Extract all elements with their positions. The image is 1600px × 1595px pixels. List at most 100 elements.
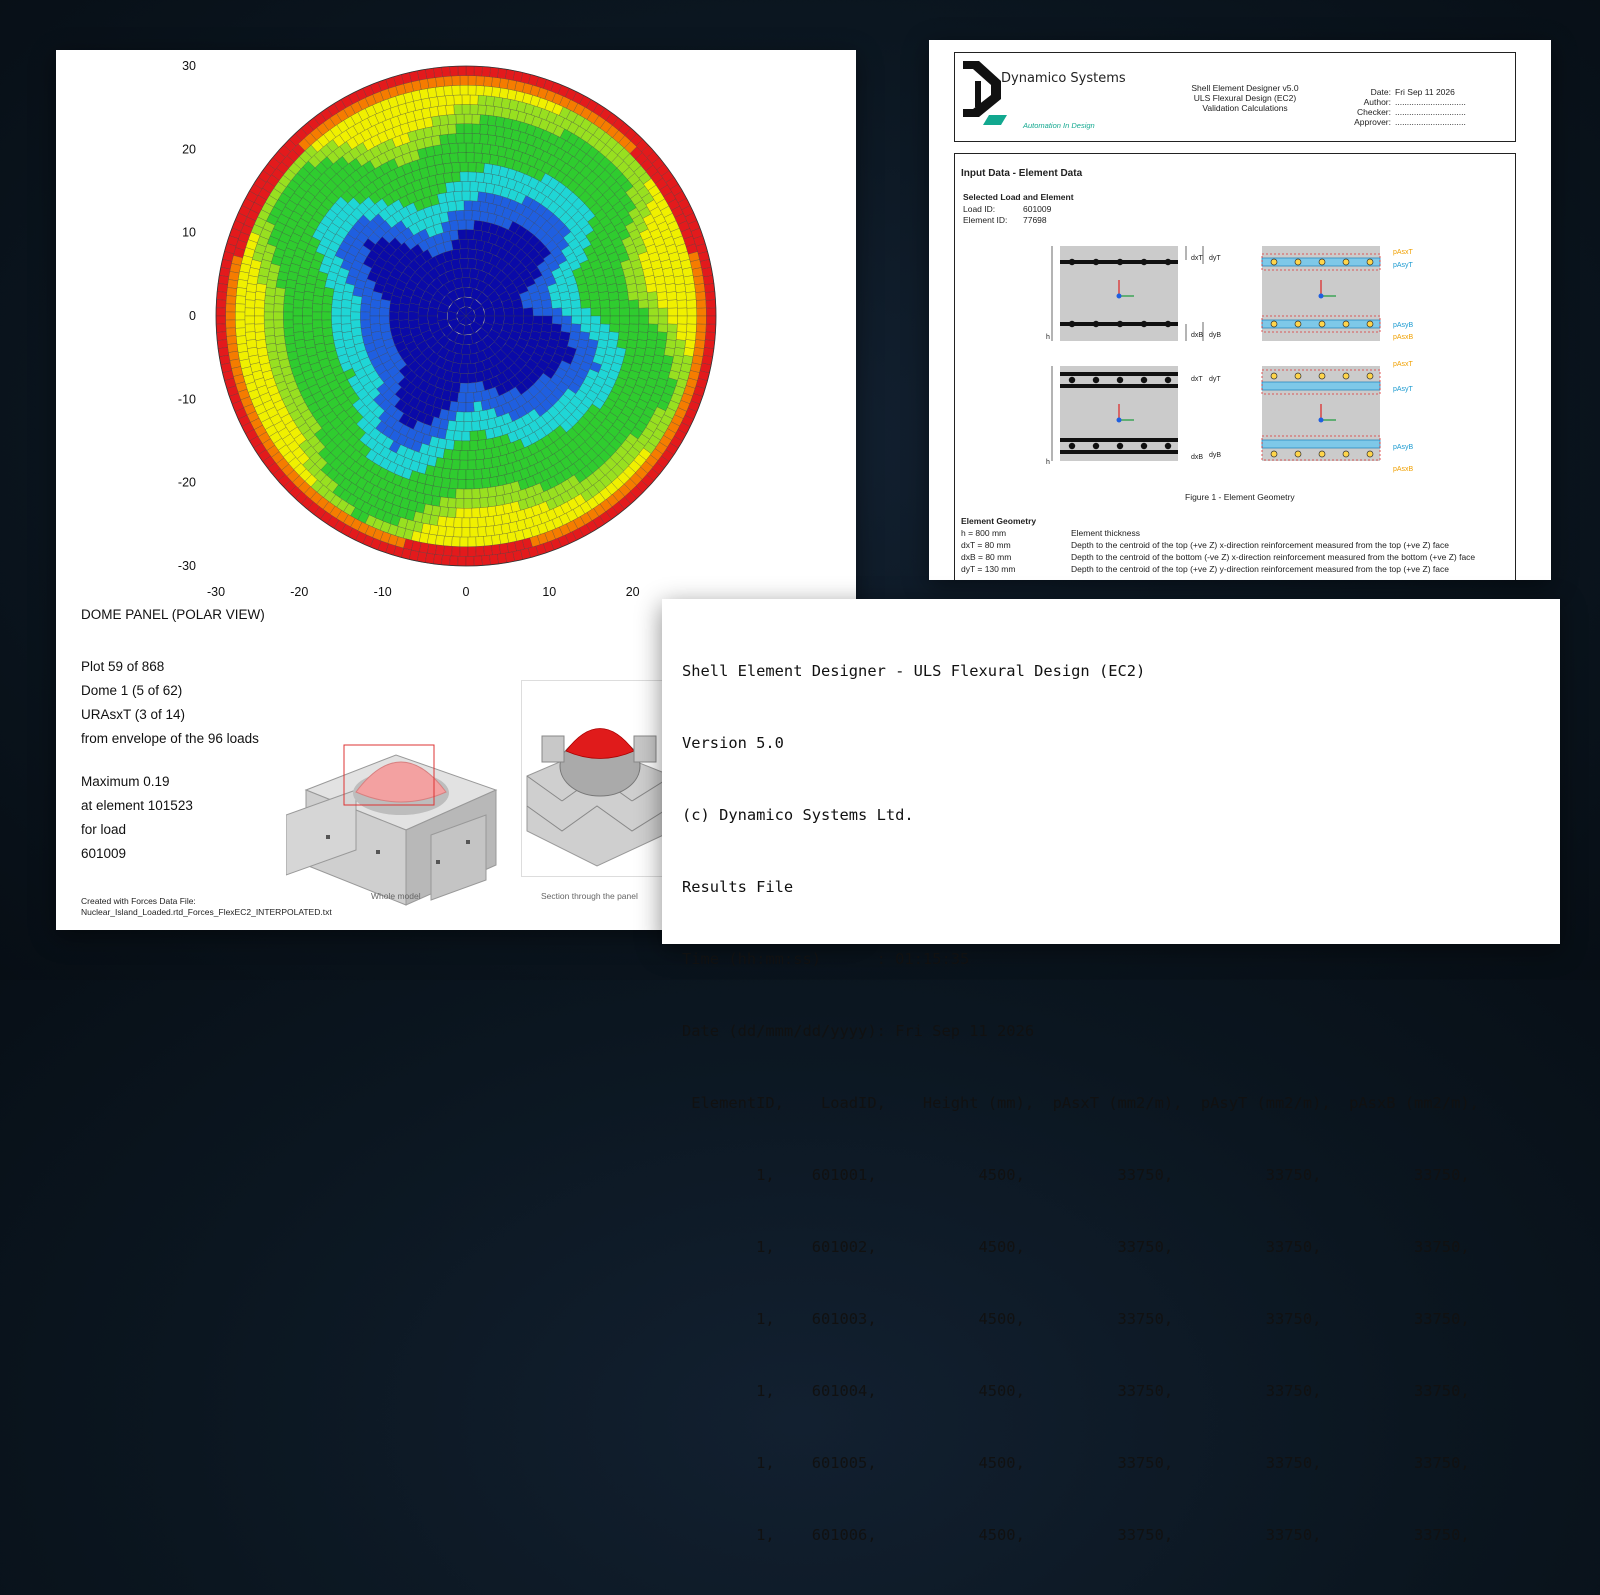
contour-cell	[457, 229, 467, 240]
contour-cell	[433, 554, 443, 565]
contour-cell	[429, 514, 439, 526]
contour-cell	[435, 76, 445, 88]
results-line: Date (dd/mmm/dd/yyyy): Fri Sep 11 2026	[682, 1022, 1035, 1040]
contour-cell	[469, 190, 479, 202]
contour-cell	[696, 299, 707, 309]
contour-cell	[675, 339, 686, 349]
contour-cell	[467, 258, 478, 269]
contour-cell	[617, 331, 629, 341]
contour-cell	[457, 219, 467, 230]
label-pAsxT: pAsxT	[1393, 249, 1413, 256]
contour-cell	[441, 477, 451, 489]
contour-cell	[437, 105, 447, 117]
contour-cell	[463, 498, 473, 509]
contour-cell	[341, 299, 352, 309]
contour-cell	[443, 85, 453, 97]
contour-cell	[263, 311, 274, 321]
contour-cell	[264, 295, 275, 305]
contour-cell	[473, 220, 483, 231]
results-row: 1, 601006, 4500, 33750, 33750, 33750,	[682, 1526, 1470, 1544]
contour-cell	[451, 85, 461, 96]
contour-cell	[379, 315, 390, 325]
contour-cell	[483, 76, 493, 87]
contour-cell	[465, 556, 475, 567]
contour-cell	[447, 420, 457, 432]
contour-cell	[491, 76, 501, 88]
contour-cell	[457, 392, 467, 403]
contour-cell	[477, 95, 487, 106]
contour-cell	[455, 421, 465, 432]
contour-cell	[303, 291, 315, 301]
contour-cell	[477, 516, 487, 528]
contour-cell	[235, 335, 247, 345]
contour-cell	[459, 238, 469, 250]
contour-cell	[441, 555, 451, 566]
contour-cell	[467, 248, 477, 260]
contour-cell	[580, 315, 592, 325]
contour-cell	[463, 133, 473, 144]
contour-cell	[618, 323, 630, 333]
contour-cell	[284, 287, 296, 297]
contour-cell	[489, 554, 499, 565]
contour-cell	[453, 181, 463, 192]
program-line: Validation Calculations	[1202, 103, 1288, 113]
x-tick-label: -20	[290, 585, 308, 599]
contour-cell	[580, 323, 591, 333]
contour-cell	[244, 299, 256, 309]
contour-cell	[451, 459, 461, 470]
contour-cell	[225, 327, 237, 337]
contour-cell	[676, 323, 688, 333]
contour-cell	[437, 311, 448, 321]
contour-cell	[485, 525, 495, 537]
contour-cell	[264, 287, 276, 297]
contour-cell	[331, 323, 343, 333]
contour-cell	[473, 478, 483, 490]
contour-cell	[445, 95, 455, 106]
contour-cell	[491, 86, 501, 98]
polar-contour-plot: 30 20 10 0 -10 -20 -30 -30 -20 -10 0 10 20	[178, 59, 717, 599]
contour-cell	[629, 315, 640, 325]
contour-cell	[274, 287, 286, 297]
contour-cell	[457, 479, 467, 490]
results-line: (c) Dynamico Systems Ltd.	[682, 806, 914, 824]
contour-cell	[445, 104, 455, 116]
contour-cell	[483, 545, 493, 556]
contour-cell	[477, 104, 487, 116]
results-line: Results File	[682, 878, 794, 896]
contour-cell	[312, 319, 323, 329]
contour-cell	[247, 275, 259, 285]
input-data-section: Input Data - Element Data Selected Load …	[954, 153, 1516, 580]
contour-cell	[465, 219, 475, 230]
contour-cell	[225, 303, 236, 313]
contour-cell	[445, 526, 455, 537]
contour-cell	[457, 152, 467, 163]
contour-cell	[226, 335, 238, 345]
contour-cell	[627, 331, 639, 341]
contour-cell	[485, 95, 495, 107]
contour-cell	[686, 315, 697, 325]
contour-cell	[684, 283, 696, 293]
contour-cell	[655, 339, 667, 349]
results-row: 1, 601005, 4500, 33750, 33750, 33750,	[682, 1454, 1470, 1472]
contour-cell	[312, 327, 324, 337]
contour-cell	[217, 275, 229, 285]
meta-label: Author:	[1363, 97, 1391, 107]
contour-cell	[283, 295, 295, 305]
contour-cell	[657, 307, 669, 317]
section-area-single	[1261, 246, 1381, 341]
contour-cell	[463, 210, 473, 221]
contour-cell	[408, 311, 419, 321]
contour-cell	[254, 307, 265, 317]
contour-cell	[481, 555, 491, 566]
whole-model-caption: Whole model	[371, 891, 421, 901]
contour-cell	[469, 94, 479, 105]
contour-cell	[459, 382, 469, 394]
x-tick-label: 0	[463, 585, 470, 599]
contour-cell	[471, 488, 481, 499]
results-row: 1, 601002, 4500, 33750, 33750, 33750,	[682, 1238, 1470, 1256]
contour-cell	[265, 279, 278, 289]
contour-cell	[463, 411, 473, 422]
contour-cell	[657, 323, 668, 333]
contour-cell	[273, 319, 284, 329]
contour-cell	[471, 114, 481, 125]
